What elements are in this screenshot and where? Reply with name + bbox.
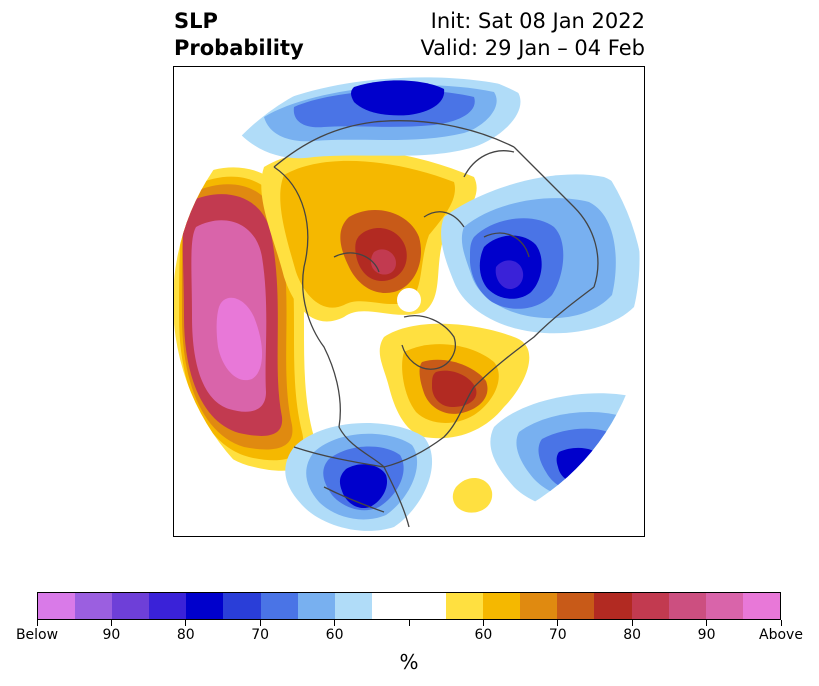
valid-range: Valid: 29 Jan – 04 Feb	[420, 36, 645, 60]
atlantic-positive-50	[452, 477, 493, 513]
colorbar-ticks	[36, 620, 782, 630]
colorbar-cell	[260, 593, 298, 619]
probability-map	[173, 66, 645, 537]
colorbar-cell	[668, 593, 706, 619]
colorbar-tick	[110, 620, 112, 626]
map-svg	[174, 77, 640, 531]
title-right: Init: Sat 08 Jan 2022 Valid: 29 Jan – 04…	[420, 8, 645, 62]
colorbar-tick-label: 60	[474, 627, 493, 643]
colorbar-tick	[259, 620, 261, 626]
colorbar-cell	[75, 593, 113, 619]
colorbar-tick-label: 80	[623, 627, 642, 643]
asia-anomaly-80	[351, 80, 445, 116]
colorbar-cell	[446, 593, 484, 619]
colorbar-tick	[334, 620, 336, 626]
title-variable: SLP	[174, 9, 218, 33]
colorbar-tick	[780, 620, 782, 626]
colorbar-cell	[297, 593, 335, 619]
colorbar-cell	[334, 593, 372, 619]
colorbar-tick	[706, 620, 708, 626]
colorbar-cell	[112, 593, 150, 619]
title-left: SLP Probability	[174, 8, 304, 62]
colorbar-tick-label: Above	[759, 627, 803, 643]
colorbar-tick-label: 90	[102, 627, 121, 643]
colorbar-cell	[371, 593, 409, 619]
pole-marker	[397, 288, 421, 312]
init-date: Init: Sat 08 Jan 2022	[430, 9, 645, 33]
colorbar-cell	[631, 593, 669, 619]
colorbar-cell	[705, 593, 743, 619]
colorbar-cell	[483, 593, 521, 619]
colorbar-tick-label: Below	[15, 627, 59, 643]
colorbar-tick-label: 80	[176, 627, 195, 643]
colorbar-cell	[186, 593, 224, 619]
colorbar-cell	[520, 593, 558, 619]
colorbar-tick-label: 60	[325, 627, 344, 643]
colorbar-cell	[594, 593, 632, 619]
colorbar-cell	[149, 593, 187, 619]
us-anomaly-80	[339, 464, 388, 509]
colorbar-tick	[36, 620, 38, 626]
colorbar-tick	[557, 620, 559, 626]
colorbar-tick-label: 70	[548, 627, 567, 643]
europe-anomaly-90	[495, 260, 524, 289]
coastlines	[273, 120, 599, 528]
colorbar-cell	[38, 593, 76, 619]
colorbar-cell	[223, 593, 261, 619]
pacific-anomaly-max	[216, 297, 263, 381]
colorbar-cell	[408, 593, 447, 619]
colorbar-tick-label: 90	[697, 627, 716, 643]
colorbar-cell	[742, 593, 780, 619]
colorbar-tick-label: 70	[251, 627, 270, 643]
colorbar-tick	[185, 620, 187, 626]
colorbar-tick	[408, 620, 410, 626]
colorbar-unit: %	[399, 650, 419, 674]
canada-anomaly-80	[432, 370, 477, 407]
title-type: Probability	[174, 36, 304, 60]
colorbar-tick	[482, 620, 484, 626]
colorbar-cell	[557, 593, 595, 619]
colorbar-tick	[631, 620, 633, 626]
colorbar	[37, 592, 781, 620]
